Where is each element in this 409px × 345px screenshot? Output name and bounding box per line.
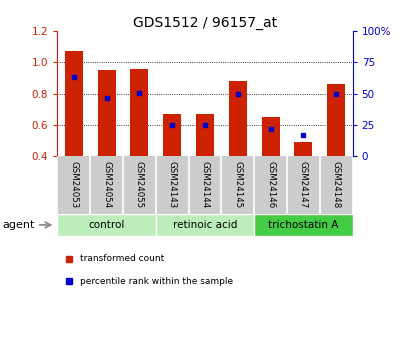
Bar (97, 70, 115, 157)
Bar (57, 214, 155, 236)
Bar (130, 69, 148, 157)
Text: GSM24053: GSM24053 (69, 161, 78, 208)
Bar (155, 214, 254, 236)
Text: trichostatin A: trichostatin A (267, 220, 338, 230)
Text: GSM24146: GSM24146 (265, 161, 274, 208)
Text: retinoic acid: retinoic acid (172, 220, 237, 230)
Bar (163, 114, 181, 157)
Text: control: control (88, 220, 124, 230)
Bar (228, 81, 246, 157)
Text: GSM24145: GSM24145 (233, 161, 242, 208)
Title: GDS1512 / 96157_at: GDS1512 / 96157_at (133, 16, 276, 30)
Bar (326, 85, 344, 157)
Bar (254, 214, 352, 236)
Bar (196, 114, 213, 157)
Text: GSM24144: GSM24144 (200, 161, 209, 208)
Text: GSM24143: GSM24143 (167, 161, 176, 208)
Bar (294, 142, 312, 157)
Text: GSM24147: GSM24147 (298, 161, 307, 208)
Text: GSM24148: GSM24148 (331, 161, 340, 208)
Bar (261, 117, 279, 157)
Text: agent: agent (2, 220, 34, 230)
Bar (65, 51, 83, 157)
Text: GSM24054: GSM24054 (102, 161, 111, 208)
Text: percentile rank within the sample: percentile rank within the sample (80, 277, 232, 286)
Text: transformed count: transformed count (80, 254, 164, 263)
Text: GSM24055: GSM24055 (135, 161, 144, 208)
